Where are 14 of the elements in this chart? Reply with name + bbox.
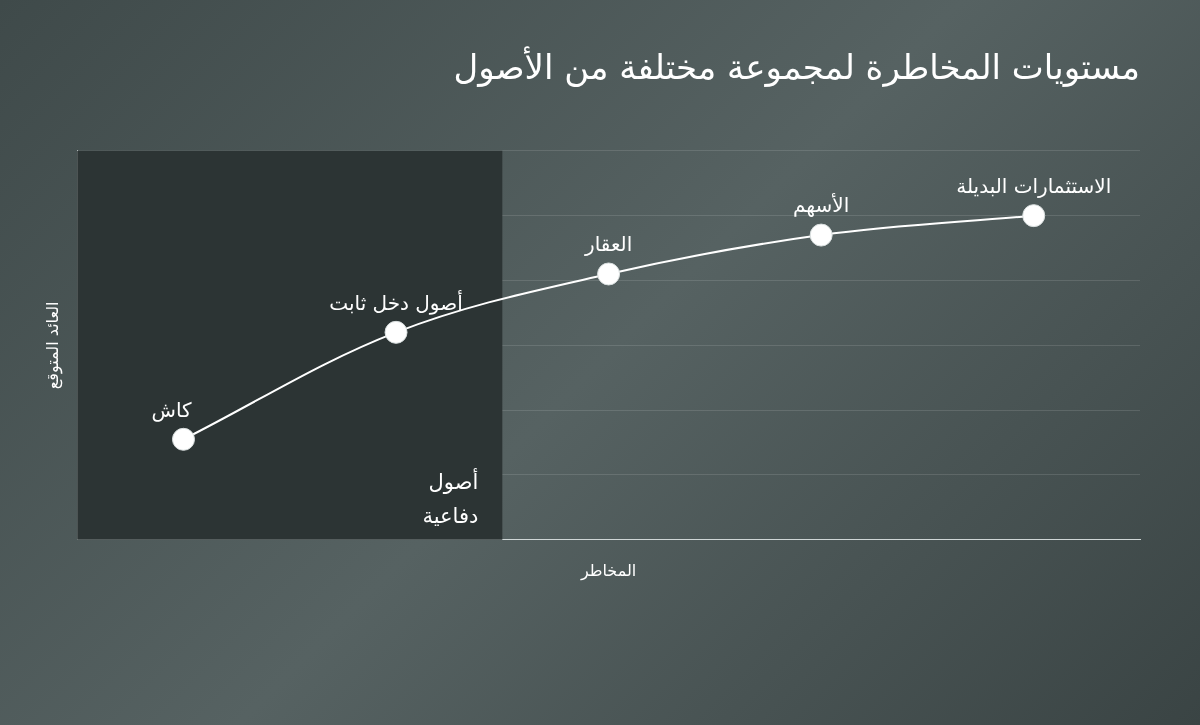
- point: [384, 320, 408, 344]
- point: [597, 262, 621, 286]
- x-tick-label: الاستثمارات البديلة: [956, 173, 1112, 198]
- x-tick-label: أصول دخل ثابت: [329, 289, 463, 315]
- chart-title: مستويات المخاطرة لمجموعة مختلفة من الأصول: [453, 46, 1140, 89]
- point: [171, 427, 195, 451]
- point: [1022, 204, 1046, 228]
- point: [809, 223, 833, 247]
- y-axis-title: العائد المتوقع: [42, 301, 63, 390]
- band-label: أصول دفاعية: [422, 467, 479, 528]
- x-tick-label: العقار: [584, 232, 633, 257]
- x-tick-label: كاش: [151, 397, 192, 422]
- x-tick-label: الأسهم: [793, 193, 850, 218]
- x-axis-title: المخاطر: [579, 560, 637, 581]
